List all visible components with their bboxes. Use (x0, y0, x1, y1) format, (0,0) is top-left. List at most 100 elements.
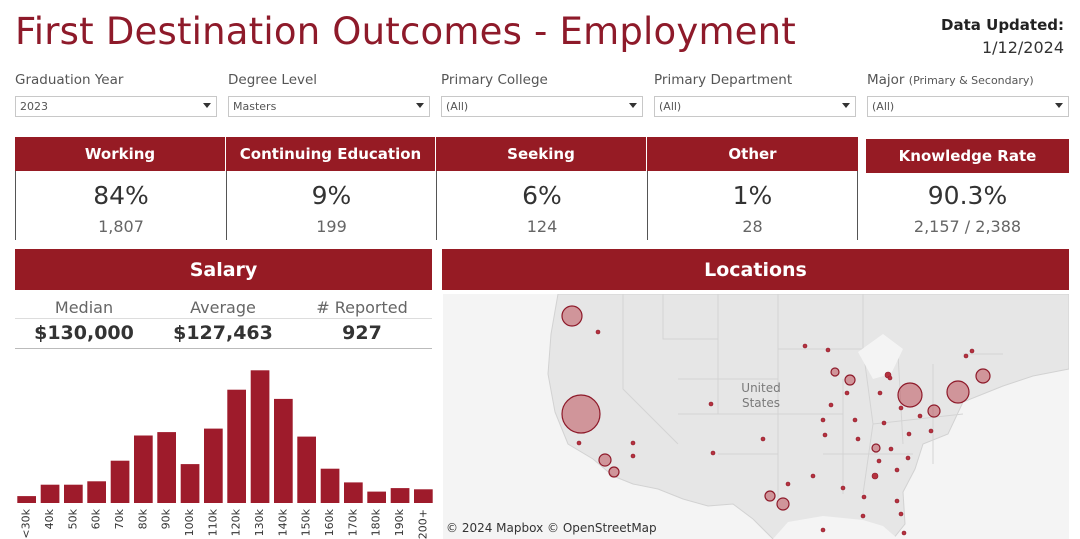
location-marker[interactable] (802, 343, 808, 349)
location-marker[interactable] (927, 404, 941, 418)
location-marker[interactable] (871, 472, 879, 480)
location-marker[interactable] (595, 329, 601, 335)
location-marker[interactable] (897, 382, 923, 408)
location-marker[interactable] (825, 347, 831, 353)
location-marker[interactable] (860, 513, 866, 519)
salary-tick-label: 130k (253, 508, 266, 536)
location-marker[interactable] (898, 511, 904, 517)
location-marker[interactable] (830, 367, 840, 377)
gulf-area (773, 516, 898, 539)
chevron-down-icon (203, 103, 211, 108)
location-marker[interactable] (576, 440, 582, 446)
salary-bar[interactable] (110, 460, 130, 503)
primary-department-dropdown[interactable]: (All) (654, 96, 856, 117)
location-marker[interactable] (561, 305, 583, 327)
salary-bar[interactable] (274, 398, 293, 503)
salary-bar[interactable] (227, 389, 246, 503)
page-title: First Destination Outcomes - Employment (15, 10, 797, 53)
location-marker[interactable] (598, 453, 612, 467)
filter-label-degree-level: Degree Level (228, 72, 318, 88)
location-marker[interactable] (708, 401, 714, 407)
kpi-continuing-education-percent: 9% (311, 181, 352, 210)
location-marker[interactable] (871, 443, 881, 453)
salary-tick-label: 100k (183, 508, 196, 536)
location-marker[interactable] (888, 446, 894, 452)
location-marker[interactable] (776, 497, 790, 511)
location-marker[interactable] (840, 485, 846, 491)
location-marker[interactable] (852, 417, 858, 423)
location-marker[interactable] (844, 374, 856, 386)
location-marker[interactable] (876, 458, 882, 464)
salary-bar[interactable] (134, 435, 153, 504)
salary-tick-label: 70k (113, 508, 126, 529)
kpi-knowledge-rate-percent: 90.3% (927, 181, 1008, 210)
location-marker[interactable] (928, 428, 934, 434)
location-marker[interactable] (630, 453, 636, 459)
salary-reported-label: # Reported (316, 298, 408, 317)
location-marker[interactable] (561, 394, 601, 434)
location-marker[interactable] (975, 368, 991, 384)
degree-level-dropdown[interactable]: Masters (228, 96, 430, 117)
location-marker[interactable] (969, 348, 975, 354)
salary-bar[interactable] (344, 482, 363, 503)
location-marker[interactable] (917, 413, 923, 419)
salary-bar[interactable] (40, 484, 60, 503)
location-marker[interactable] (894, 498, 900, 504)
location-marker[interactable] (760, 436, 766, 442)
salary-bar[interactable] (87, 481, 106, 503)
location-marker[interactable] (810, 473, 816, 479)
location-marker[interactable] (881, 420, 887, 426)
location-marker[interactable] (946, 380, 970, 404)
salary-bar[interactable] (250, 370, 270, 503)
location-marker[interactable] (844, 390, 850, 396)
salary-bar[interactable] (204, 428, 223, 503)
kpi-header-seeking: Seeking (436, 137, 647, 171)
graduation-year-dropdown[interactable]: 2023 (15, 96, 217, 117)
salary-bar[interactable] (64, 484, 83, 503)
locations-map[interactable]: United States (443, 294, 1069, 539)
kpi-continuing-education-count: 199 (316, 217, 347, 236)
salary-bar[interactable] (157, 432, 176, 503)
location-marker[interactable] (877, 390, 883, 396)
kpi-header-continuing-education: Continuing Education (226, 137, 436, 171)
salary-bar[interactable] (320, 468, 340, 503)
primary-college-dropdown[interactable]: (All) (441, 96, 643, 117)
location-marker[interactable] (828, 402, 834, 408)
chevron-down-icon (416, 103, 424, 108)
salary-bar[interactable] (297, 436, 316, 503)
salary-stats-divider (15, 318, 432, 319)
salary-bar[interactable] (414, 489, 433, 503)
location-marker[interactable] (901, 530, 907, 536)
kpi-other-count: 28 (742, 217, 763, 236)
major-dropdown[interactable]: (All) (867, 96, 1069, 117)
location-marker[interactable] (887, 375, 893, 381)
salary-median-label: Median (54, 298, 114, 317)
filter-label-primary-department: Primary Department (654, 72, 793, 88)
location-marker[interactable] (898, 405, 904, 411)
location-marker[interactable] (630, 440, 636, 446)
salary-bar[interactable] (17, 496, 36, 503)
location-marker[interactable] (861, 494, 867, 500)
state-borders (622, 294, 1003, 499)
location-marker[interactable] (905, 455, 911, 461)
location-marker[interactable] (963, 353, 969, 359)
location-marker[interactable] (820, 417, 826, 423)
salary-chart-divider (15, 348, 432, 349)
location-marker[interactable] (785, 481, 791, 487)
location-marker[interactable] (608, 466, 620, 478)
location-marker[interactable] (822, 432, 828, 438)
location-marker[interactable] (906, 431, 912, 437)
data-updated-label: Data Updated: (941, 16, 1064, 34)
salary-tick-label: 40k (43, 508, 56, 529)
kpi-knowledge-rate: 90.3% 2,157 / 2,388 (866, 171, 1069, 240)
salary-bar[interactable] (367, 491, 386, 503)
location-marker[interactable] (855, 436, 861, 442)
location-marker[interactable] (820, 527, 826, 533)
location-marker[interactable] (764, 490, 776, 502)
salary-median-value: $130,000 (34, 322, 134, 344)
salary-bar[interactable] (390, 488, 410, 503)
location-marker[interactable] (894, 467, 900, 473)
salary-bar[interactable] (180, 464, 200, 503)
location-marker[interactable] (710, 450, 716, 456)
map-attribution[interactable]: © 2024 Mapbox © OpenStreetMap (446, 521, 657, 535)
